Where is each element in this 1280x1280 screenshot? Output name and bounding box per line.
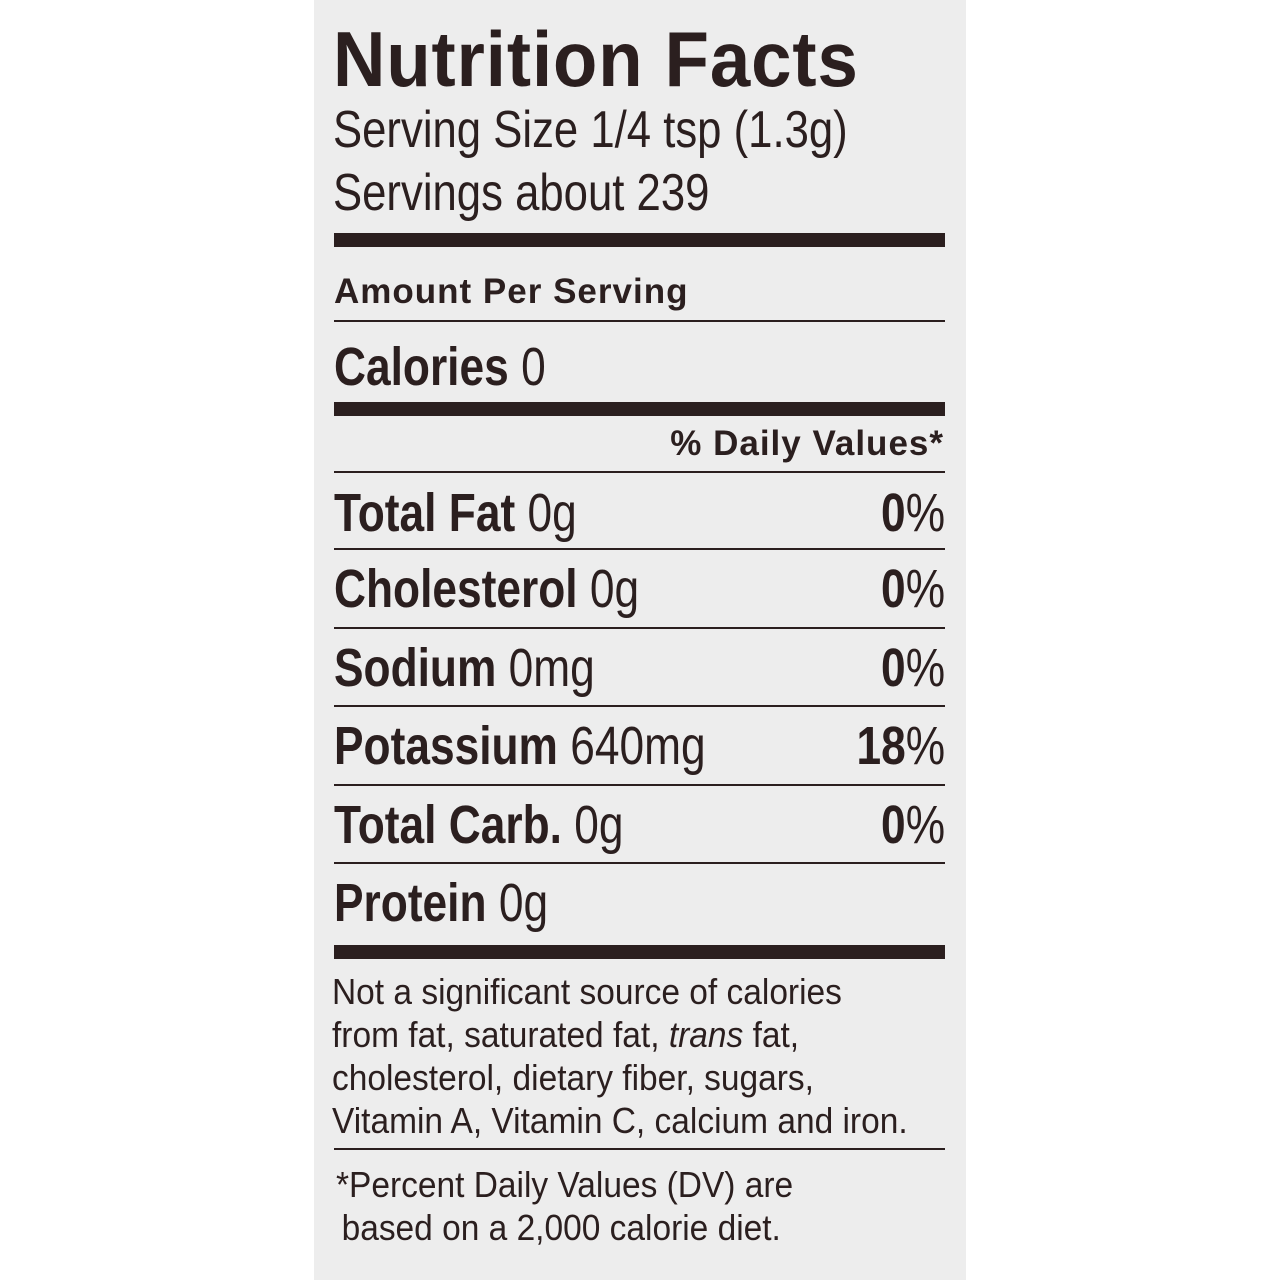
nutrient-amount: 640mg <box>570 716 706 776</box>
thick-divider <box>334 945 945 959</box>
nutrient-amount: 0g <box>527 483 577 543</box>
label-title: Nutrition Facts <box>333 15 859 103</box>
nutrient-row-sodium: Sodium 0mg 0% <box>334 637 945 698</box>
not-significant-footnote: Not a significant source of calories fro… <box>332 970 908 1142</box>
footnote-italic-trans: trans <box>668 1014 744 1055</box>
footnote-line: *Percent Daily Values (DV) are <box>336 1164 794 1205</box>
nutrition-label-panel <box>314 0 966 1280</box>
nutrient-amount: 0g <box>498 873 549 933</box>
nutrient-row-total-carb: Total Carb. 0g 0% <box>334 794 945 855</box>
nutrient-row-potassium: Potassium 640mg 18% <box>334 715 945 776</box>
nutrient-dv: 0 <box>880 559 906 619</box>
percent-sign: % <box>905 559 945 619</box>
daily-values-header: % Daily Values* <box>670 424 944 463</box>
nutrient-name: Cholesterol <box>334 559 578 619</box>
thick-divider <box>334 402 945 416</box>
thin-divider <box>334 548 945 550</box>
calories-row: Calories 0 <box>334 336 945 397</box>
serving-size: Serving Size 1/4 tsp (1.3g) <box>333 101 848 159</box>
footnote-line: cholesterol, dietary fiber, sugars, <box>332 1057 814 1098</box>
footnote-text: from fat, saturated fat, <box>332 1014 669 1055</box>
percent-sign: % <box>905 795 945 855</box>
thin-divider <box>334 862 945 864</box>
nutrient-amount: 0mg <box>508 638 595 698</box>
nutrient-name: Potassium <box>334 716 558 776</box>
nutrient-amount: 0g <box>589 559 640 619</box>
thin-divider <box>334 471 945 473</box>
percent-sign: % <box>905 716 945 776</box>
thin-divider <box>334 705 945 707</box>
nutrient-amount: 0g <box>574 795 624 855</box>
footnote-line: Vitamin A, Vitamin C, calcium and iron. <box>332 1100 908 1141</box>
nutrient-row-protein: Protein 0g <box>334 872 945 933</box>
nutrient-name: Protein <box>334 873 487 933</box>
nutrient-dv: 18 <box>856 716 906 776</box>
footnote-line: based on a 2,000 calorie diet. <box>341 1207 781 1248</box>
amount-per-serving: Amount Per Serving <box>334 272 689 311</box>
thin-divider <box>334 627 945 629</box>
footnote-text: fat, <box>743 1014 800 1055</box>
nutrient-row-total-fat: Total Fat 0g 0% <box>334 482 945 543</box>
calories-label: Calories <box>334 337 509 397</box>
nutrient-name: Total Carb. <box>334 795 562 855</box>
nutrient-dv: 0 <box>880 638 906 698</box>
thin-divider <box>334 320 945 322</box>
footnote-line: Not a significant source of calories <box>332 971 842 1012</box>
thick-divider <box>334 233 945 247</box>
servings-per-container: Servings about 239 <box>333 164 710 222</box>
nutrient-dv: 0 <box>880 483 906 543</box>
thin-divider <box>334 784 945 786</box>
percent-sign: % <box>905 638 945 698</box>
nutrient-name: Sodium <box>334 638 497 698</box>
thin-divider <box>334 1148 945 1150</box>
nutrient-dv: 0 <box>880 795 906 855</box>
daily-value-footnote: *Percent Daily Values (DV) are based on … <box>336 1163 793 1249</box>
nutrient-name: Total Fat <box>334 483 516 543</box>
footnote-line: from fat, saturated fat, trans fat, <box>332 1013 908 1056</box>
percent-sign: % <box>905 483 945 543</box>
nutrient-row-cholesterol: Cholesterol 0g 0% <box>334 558 945 619</box>
calories-value: 0 <box>521 337 546 397</box>
